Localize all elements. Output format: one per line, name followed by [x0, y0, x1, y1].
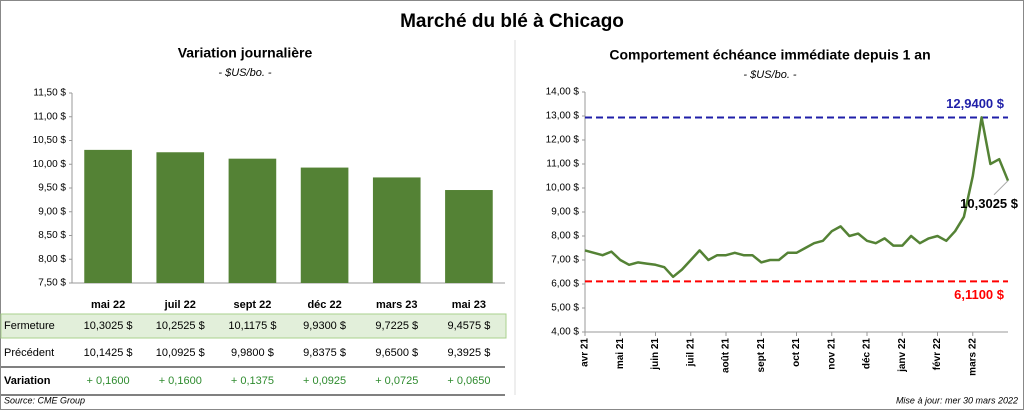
main-title: Marché du blé à Chicago — [400, 11, 624, 32]
x-tick-label: oct 21 — [791, 338, 802, 367]
y-tick-label: 11,50 $ — [33, 88, 66, 99]
x-tick-label: sept 22 — [233, 299, 271, 311]
y-tick-label: 8,00 $ — [38, 254, 66, 265]
y-tick-label: 7,50 $ — [38, 278, 66, 289]
x-tick-label: juil 22 — [164, 299, 196, 311]
table-cell: 9,3925 $ — [448, 347, 491, 359]
chart-title: Variation journalière — [178, 45, 313, 61]
table-cell: 9,4575 $ — [448, 320, 491, 332]
source: Source: CME Group — [4, 395, 85, 405]
bar — [300, 167, 349, 283]
bar — [84, 149, 132, 283]
y-tick-label: 9,00 $ — [38, 206, 66, 217]
table-cell: 9,7225 $ — [375, 320, 418, 332]
chart-subtitle: - $US/bo. - — [218, 67, 272, 79]
table-cell: 10,1425 $ — [84, 347, 133, 359]
bar — [156, 152, 205, 283]
row-label: Précédent — [4, 347, 54, 359]
table-cell: + 0,0650 — [447, 375, 490, 387]
x-tick-label: févr 22 — [932, 338, 943, 371]
x-tick-label: mars 23 — [376, 299, 418, 311]
line-series — [584, 116, 1010, 279]
x-tick-label: déc 22 — [307, 299, 341, 311]
chart-title: Comportement échéance immédiate depuis 1… — [609, 47, 930, 63]
row-label: Variation — [4, 375, 51, 387]
x-tick-label: nov 21 — [826, 338, 837, 370]
chart-subtitle: - $US/bo. - — [743, 69, 797, 81]
y-tick-label: 14,00 $ — [546, 87, 580, 98]
x-tick-label: sept 21 — [756, 338, 767, 373]
value-label: 10,3025 $ — [960, 196, 1019, 211]
y-tick-label: 9,50 $ — [38, 183, 66, 194]
x-tick-label: mars 22 — [967, 338, 978, 376]
table-cell: 9,9800 $ — [231, 347, 274, 359]
table-cell: 10,0925 $ — [156, 347, 205, 359]
updated: Mise à jour: mer 30 mars 2022 — [896, 395, 1018, 405]
x-tick-label: août 21 — [721, 338, 732, 373]
y-tick-label: 6,00 $ — [551, 279, 579, 290]
x-tick-label: avr 21 — [580, 338, 591, 367]
table-cell: 10,2525 $ — [156, 320, 205, 332]
y-tick-label: 5,00 $ — [551, 303, 579, 314]
table-cell: + 0,1600 — [87, 375, 130, 387]
y-tick-label: 10,50 $ — [33, 135, 67, 146]
table-cell: + 0,1375 — [231, 375, 274, 387]
reference-label: 6,1100 $ — [954, 287, 1005, 302]
table-cell: 9,6500 $ — [375, 347, 418, 359]
table-cell: 9,9300 $ — [303, 320, 346, 332]
y-tick-label: 4,00 $ — [551, 327, 579, 338]
y-tick-label: 8,00 $ — [551, 231, 579, 242]
bar — [228, 158, 277, 283]
bar — [372, 177, 421, 283]
table-cell: + 0,1600 — [159, 375, 202, 387]
x-tick-label: juil 21 — [685, 338, 696, 368]
x-tick-label: janv 22 — [897, 338, 908, 373]
x-tick-label: mai 22 — [91, 299, 125, 311]
table-cell: 10,3025 $ — [84, 320, 133, 332]
table-cell: + 0,0725 — [375, 375, 418, 387]
y-tick-label: 7,00 $ — [551, 255, 579, 266]
table-cell: + 0,0925 — [303, 375, 346, 387]
x-tick-label: juin 21 — [650, 338, 661, 371]
table-cell: 9,8375 $ — [303, 347, 346, 359]
bar — [445, 190, 493, 283]
table-highlight — [0, 313, 507, 339]
y-tick-label: 9,00 $ — [551, 207, 579, 218]
y-tick-label: 10,00 $ — [33, 159, 67, 170]
label-leader — [993, 180, 1009, 196]
table-cell: 10,1175 $ — [228, 320, 276, 332]
row-label: Fermeture — [4, 320, 55, 332]
y-tick-label: 11,00 $ — [546, 159, 579, 170]
x-tick-label: mai 23 — [452, 299, 486, 311]
reference-label: 12,9400 $ — [946, 96, 1005, 111]
y-tick-label: 11,00 $ — [33, 111, 66, 122]
y-tick-label: 12,00 $ — [546, 135, 580, 146]
x-tick-label: mai 21 — [615, 338, 626, 370]
y-tick-label: 13,00 $ — [546, 111, 580, 122]
y-tick-label: 8,50 $ — [38, 230, 66, 241]
y-tick-label: 10,00 $ — [546, 183, 580, 194]
x-tick-label: déc 21 — [862, 338, 873, 370]
